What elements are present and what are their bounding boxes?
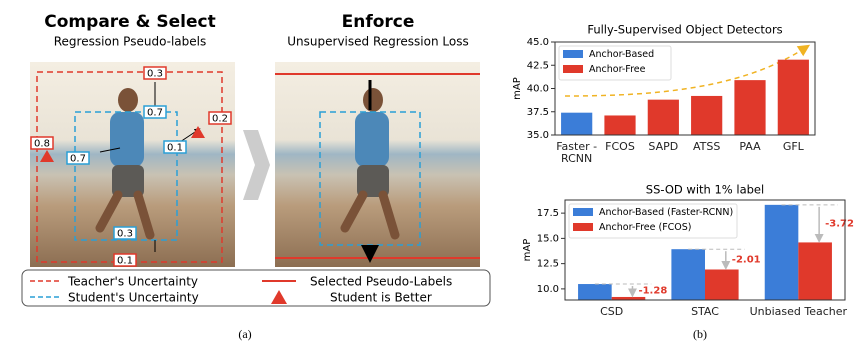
- plot-frame: [554, 41, 816, 136]
- panel-subtitle: Regression Pseudo-labels: [54, 35, 207, 49]
- bar: [671, 249, 705, 300]
- label-box: [163, 140, 187, 154]
- y-tick-label: 37.5: [527, 107, 549, 118]
- bar: [604, 115, 636, 135]
- label-box: [143, 66, 167, 80]
- panel-title: Enforce: [342, 12, 415, 32]
- y-tick-label: 12.5: [537, 259, 559, 270]
- label-text: 0.7: [70, 154, 86, 165]
- x-tick-label: ATSS: [692, 140, 721, 153]
- label-box: [113, 226, 137, 240]
- bar: [691, 95, 723, 135]
- panel-title: Compare & Select: [44, 12, 215, 32]
- legend-text: Teacher's Uncertainty: [67, 275, 198, 289]
- y-tick-label: 42.5: [527, 60, 549, 71]
- label-text: 0.2: [212, 114, 228, 125]
- label-text: 0.8: [34, 139, 50, 150]
- label-box: [208, 111, 232, 125]
- chart-title: Fully-Supervised Object Detectors: [587, 23, 782, 37]
- label-box: [30, 136, 54, 150]
- plot-frame: [564, 199, 846, 301]
- diff-label: -1.28: [638, 286, 667, 297]
- legend-swatch: [573, 208, 593, 216]
- bar: [734, 80, 766, 135]
- y-tick-label: 15.0: [537, 233, 559, 244]
- bar: [705, 269, 739, 300]
- label-text: 0.1: [117, 256, 133, 267]
- y-axis-label: mAP: [522, 239, 533, 262]
- y-tick-label: 17.5: [537, 208, 559, 219]
- caption: (b): [693, 327, 707, 341]
- legend-text: Selected Pseudo-Labels: [310, 275, 452, 289]
- legend-swatch: [563, 50, 583, 58]
- label-text: 0.7: [147, 108, 163, 119]
- student-box: [74, 111, 178, 241]
- label-text: 0.3: [147, 69, 163, 80]
- warning-icon: [40, 126, 205, 162]
- x-tick-label: SAPD: [648, 140, 679, 153]
- label-box: [66, 151, 90, 165]
- x-tick-label: CSD: [600, 305, 624, 318]
- diff-label: -3.72: [825, 219, 854, 230]
- legend-box: [21, 269, 491, 307]
- warning-icon: [271, 290, 287, 304]
- legend-swatch: [573, 223, 593, 231]
- x-tick-label: Faster -RCNN: [556, 140, 598, 165]
- legend-text: Student's Uncertainty: [68, 291, 199, 305]
- y-tick-label: 10.0: [537, 284, 559, 295]
- label-box: [113, 253, 137, 267]
- y-tick-label: 45.0: [527, 37, 549, 48]
- teacher-box: [36, 71, 223, 263]
- panel-subtitle: Unsupervised Regression Loss: [287, 35, 468, 49]
- arrow: [99, 82, 198, 252]
- label-text: 0.3: [117, 229, 133, 240]
- photo-right: [275, 62, 480, 267]
- legend-frame: [568, 203, 738, 239]
- bar: [578, 284, 612, 300]
- legend-swatch: [563, 65, 583, 73]
- x-tick-label: PAA: [739, 140, 761, 153]
- bar: [764, 204, 799, 300]
- chevron: [243, 130, 270, 200]
- bar: [647, 99, 679, 135]
- x-tick-label: STAC: [691, 305, 719, 318]
- legend-frame: [558, 45, 672, 81]
- bar: [777, 59, 809, 135]
- label-box: [143, 105, 167, 119]
- legend-text: Anchor-Based: [589, 49, 654, 60]
- x-tick-label: FCOS: [605, 140, 635, 153]
- legend-text: Anchor-Free (FCOS): [599, 222, 692, 233]
- y-axis-label: mAP: [512, 77, 523, 100]
- x-tick-label: GFL: [782, 140, 804, 153]
- bar: [561, 112, 593, 135]
- y-tick-label: 40.0: [527, 84, 549, 95]
- bar: [611, 296, 646, 300]
- caption: (a): [238, 327, 251, 341]
- diff-label: -2.01: [732, 254, 761, 265]
- legend-text: Student is Better: [330, 291, 432, 305]
- y-tick-label: 35.0: [527, 130, 549, 141]
- x-tick-label: Unbiased Teacher: [749, 305, 848, 318]
- legend-text: Anchor-Free: [589, 64, 646, 75]
- legend-text: Anchor-Based (Faster-RCNN): [599, 207, 733, 218]
- chart-title: SS-OD with 1% label: [646, 183, 764, 197]
- bar: [798, 242, 832, 300]
- label-text: 0.1: [167, 143, 183, 154]
